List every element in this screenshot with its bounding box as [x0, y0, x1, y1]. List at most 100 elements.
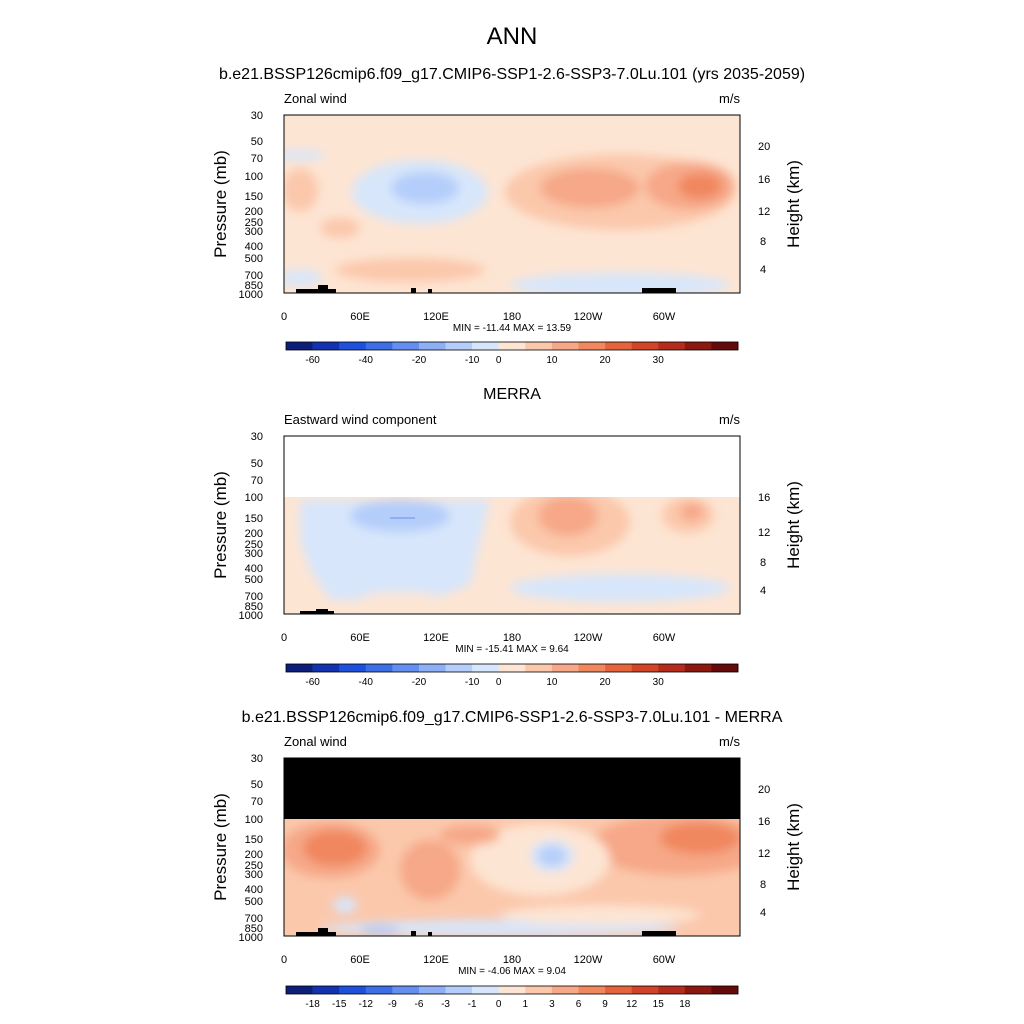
x-tick-label: 120W [574, 632, 603, 644]
colorbar-swatch [578, 342, 606, 350]
panel-2-x-ticks: 0 60E 120E 180 120W 60W [281, 632, 676, 644]
height-tick-label: 12 [758, 848, 770, 860]
colorbar-swatch [605, 342, 632, 350]
colorbar-swatch [631, 986, 659, 994]
panel-3-ylabel-right: Height (km) [784, 803, 803, 891]
colorbar-swatch [472, 664, 500, 672]
x-tick-label: 120W [574, 954, 603, 966]
panel-1-x-ticks: 0 60E 120E 180 120W 60W [281, 311, 676, 323]
colorbar-swatch [286, 342, 313, 350]
height-tick-label: 4 [760, 907, 766, 919]
x-tick-label: 0 [281, 954, 287, 966]
panel-1-height-ticks: 20 16 12 8 4 [758, 141, 770, 276]
colorbar-swatch [418, 986, 446, 994]
colorbar-label: -10 [465, 677, 480, 688]
colorbar-swatch [286, 664, 313, 672]
panel-3-minmax: MIN = -4.06 MAX = 9.04 [458, 966, 566, 977]
panel-2: MERRA Eastward wind component m/s [211, 386, 803, 688]
colorbar-label: 20 [599, 355, 611, 366]
panel-1-ylabel-right: Height (km) [784, 160, 803, 248]
colorbar-swatch [392, 986, 420, 994]
y-tick-label: 100 [245, 171, 263, 183]
colorbar-label: 0 [496, 677, 502, 688]
y-tick-label: 200 [245, 206, 263, 218]
y-tick-label: 1000 [239, 932, 263, 944]
y-tick-label: 50 [251, 136, 263, 148]
colorbar-swatch [339, 664, 367, 672]
y-tick-label: 70 [251, 796, 263, 808]
colorbar-swatch [339, 986, 367, 994]
height-tick-label: 20 [758, 141, 770, 153]
main-title: ANN [487, 23, 538, 50]
colorbar-frame [285, 341, 739, 351]
x-tick-label: 0 [281, 632, 287, 644]
panel-3-x-ticks: 0 60E 120E 180 120W 60W [281, 954, 676, 966]
y-tick-label: 100 [245, 492, 263, 504]
x-tick-label: 60W [653, 311, 676, 323]
colorbar-label: 1 [523, 999, 529, 1010]
panel-3-units: m/s [719, 734, 740, 749]
y-tick-label: 200 [245, 528, 263, 540]
colorbar-swatch [445, 664, 473, 672]
colorbar-swatch [312, 986, 340, 994]
y-tick-label: 250 [245, 860, 263, 872]
height-tick-label: 16 [758, 816, 770, 828]
y-tick-label: 700 [245, 591, 263, 603]
colorbar-label: 6 [576, 999, 582, 1010]
colorbar-label: 10 [546, 355, 558, 366]
colorbar-swatch [525, 986, 553, 994]
y-tick-label: 500 [245, 253, 263, 265]
colorbar-swatch [365, 342, 393, 350]
height-tick-label: 16 [758, 492, 770, 504]
colorbar-swatch [365, 664, 393, 672]
colorbar-frame [285, 985, 739, 995]
panel-2-ylabel: Pressure (mb) [211, 471, 230, 579]
colorbar-swatch [445, 342, 473, 350]
panel-2-y-ticks: 30 50 70 100 150 200 250 300 400 500 700… [239, 431, 263, 622]
panel-1-contours [284, 115, 740, 293]
panel-2-field-label: Eastward wind component [284, 412, 437, 427]
y-tick-label: 300 [245, 548, 263, 560]
x-tick-label: 120E [423, 632, 449, 644]
y-tick-label: 850 [245, 601, 263, 613]
panel-1-y-ticks: 30 50 70 100 150 200 250 300 400 500 700… [239, 110, 263, 301]
panel-2-units: m/s [719, 412, 740, 427]
height-tick-label: 12 [758, 206, 770, 218]
x-tick-label: 180 [503, 632, 521, 644]
colorbar-swatch [339, 342, 367, 350]
y-tick-label: 850 [245, 280, 263, 292]
colorbar-label: 0 [496, 355, 502, 366]
colorbar-swatch [312, 342, 340, 350]
panel-1: b.e21.BSSP126cmip6.f09_g17.CMIP6-SSP1-2.… [211, 66, 805, 366]
colorbar-label: -20 [412, 677, 427, 688]
y-tick-label: 400 [245, 241, 263, 253]
colorbar-label: -12 [359, 999, 374, 1010]
y-tick-label: 200 [245, 849, 263, 861]
colorbar-swatch [312, 664, 340, 672]
x-tick-label: 120W [574, 311, 603, 323]
height-tick-label: 20 [758, 784, 770, 796]
colorbar-swatch [525, 342, 553, 350]
colorbar-label: 30 [653, 355, 665, 366]
panel-3: b.e21.BSSP126cmip6.f09_g17.CMIP6-SSP1-2.… [211, 709, 803, 1010]
y-tick-label: 1000 [239, 289, 263, 301]
colorbar-swatch [392, 342, 420, 350]
panel-3-title: b.e21.BSSP126cmip6.f09_g17.CMIP6-SSP1-2.… [242, 709, 783, 726]
panel-1-field-label: Zonal wind [284, 91, 347, 106]
colorbar-swatch [684, 342, 712, 350]
colorbar-label: 30 [653, 677, 665, 688]
colorbar-label: -3 [441, 999, 450, 1010]
colorbar-swatch [711, 664, 739, 672]
colorbar-swatch [631, 664, 659, 672]
x-tick-label: 60E [350, 954, 370, 966]
y-tick-label: 500 [245, 896, 263, 908]
colorbar-label: -40 [359, 677, 374, 688]
x-tick-label: 0 [281, 311, 287, 323]
colorbar-frame [285, 663, 739, 673]
colorbar-label: -20 [412, 355, 427, 366]
colorbar-swatch [418, 664, 446, 672]
panel-3-ylabel: Pressure (mb) [211, 793, 230, 901]
colorbar-label: 20 [599, 677, 611, 688]
colorbar-label: -40 [359, 355, 374, 366]
panel-1-colorbar: -60 -40 -20 -10 0 10 20 30 [285, 341, 739, 366]
